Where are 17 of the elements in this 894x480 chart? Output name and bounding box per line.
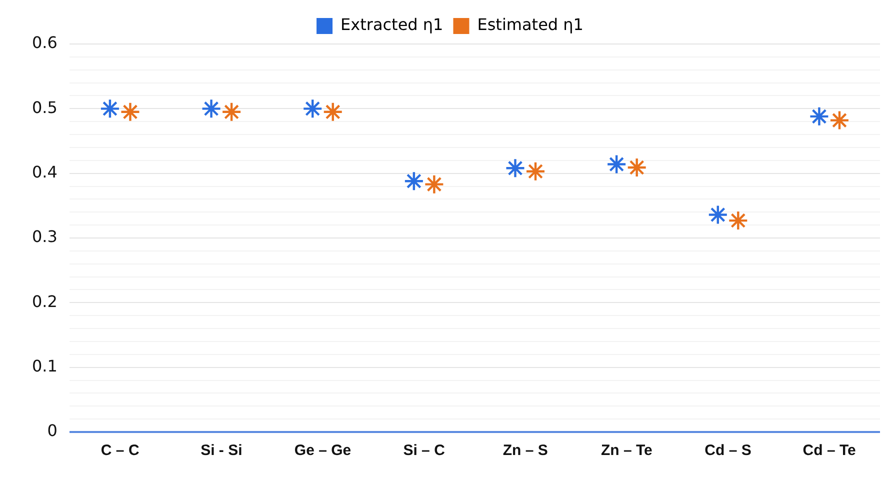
y-tick-label: 0.1: [32, 356, 58, 376]
x-tick-label: C – C: [100, 442, 140, 460]
x-tick-label: Si - Si: [200, 442, 242, 460]
x-tick-label: Ge – Ge: [294, 442, 352, 460]
legend-label: Extracted η1: [340, 15, 444, 34]
x-tick-label: Si – C: [403, 442, 446, 460]
x-tick-label: Zn – Te: [601, 442, 652, 460]
x-tick-label: Cd – Te: [802, 442, 856, 460]
y-tick-label: 0.5: [32, 98, 58, 117]
y-tick-label: 0.2: [32, 292, 58, 311]
y-tick-label: 0: [47, 421, 58, 440]
y-tick-label: 0.6: [32, 33, 58, 52]
y-tick-label: 0.4: [32, 162, 58, 182]
x-tick-label: Cd – S: [704, 442, 752, 460]
legend-label: Estimated η1: [477, 15, 584, 34]
x-tick-label: Zn – S: [502, 442, 548, 460]
y-tick-label: 0.3: [32, 227, 58, 246]
